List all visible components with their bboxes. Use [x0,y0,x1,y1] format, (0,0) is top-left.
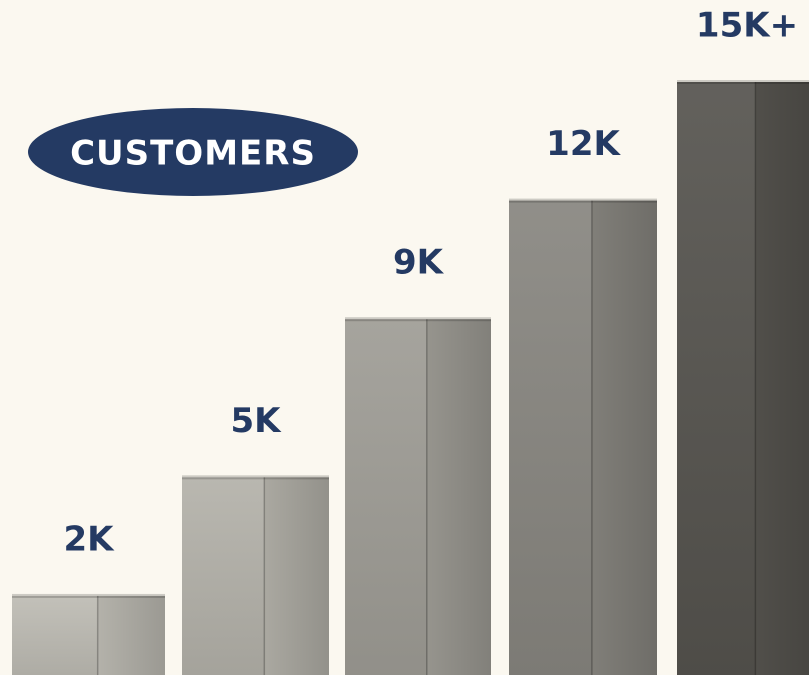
bar-top [12,593,165,598]
bar-front-shade [345,319,427,675]
value-label: 15K+ [696,6,798,46]
chart-title: CUSTOMERS [70,134,316,174]
value-label: 12K [546,124,621,164]
bar-top [677,80,809,84]
bar-top [182,475,329,480]
bar-side [264,477,329,675]
value-label: 5K [230,401,282,441]
bar-top [509,198,657,203]
bar-side [426,319,491,675]
bar-front-shade [509,200,592,675]
value-label: 2K [63,519,115,559]
bar-side [755,82,809,675]
title-badge [28,108,358,196]
bar-side [591,200,657,675]
value-label: 9K [393,243,445,283]
bar-front-shade [12,595,98,675]
bar-side [97,595,165,675]
bar-front-shade [182,477,265,675]
bar-front-shade [677,82,756,675]
bar-top [345,317,491,322]
